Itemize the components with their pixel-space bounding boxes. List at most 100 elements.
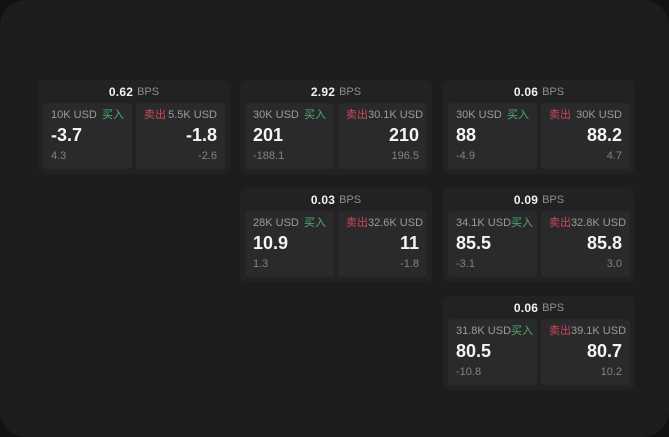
- buy-panel[interactable]: 30K USD 买入 201 -188.1: [245, 103, 334, 169]
- quote-card-4: 0.03 BPS 28K USD 买入 10.9 1.3 卖出 32.6K US…: [240, 188, 432, 282]
- buy-price: 80.5: [456, 341, 492, 361]
- sell-panel-top: 卖出 30K USD: [549, 109, 622, 122]
- quote-card-1: 0.62 BPS 10K USD 买入 -3.7 4.3 卖出 5.5K USD: [38, 80, 230, 174]
- sell-delta: 196.5: [391, 150, 419, 162]
- quote-card-2: 2.92 BPS 30K USD 买入 201 -188.1 卖出 30.1K …: [240, 80, 432, 174]
- sell-delta: -1.8: [400, 258, 419, 270]
- bps-unit-label: BPS: [542, 193, 565, 206]
- buy-delta: -10.8: [456, 366, 482, 378]
- buy-panel[interactable]: 28K USD 买入 10.9 1.3: [245, 211, 334, 277]
- buy-panel[interactable]: 30K USD 买入 88 -4.9: [448, 103, 537, 169]
- sell-side-label: 卖出: [346, 217, 368, 229]
- card-body: 30K USD 买入 201 -188.1 卖出 30.1K USD 210 1…: [240, 103, 432, 174]
- buy-amount: 10K USD: [51, 109, 97, 121]
- card-body: 30K USD 买入 88 -4.9 卖出 30K USD 88.2 4.7: [443, 103, 635, 174]
- sell-panel[interactable]: 卖出 30.1K USD 210 196.5: [338, 103, 427, 169]
- sell-delta: 3.0: [606, 258, 622, 270]
- bps-value: 0.06: [513, 84, 539, 99]
- sell-price: 11: [399, 233, 419, 253]
- card-header: 0.03 BPS: [240, 188, 432, 211]
- sell-side-label: 卖出: [549, 217, 571, 229]
- buy-panel-top: 31.8K USD 买入: [456, 325, 533, 338]
- buy-amount: 30K USD: [456, 109, 502, 121]
- buy-price: -3.7: [51, 125, 83, 145]
- card-header: 2.92 BPS: [240, 80, 432, 103]
- buy-panel-top: 28K USD 买入: [253, 217, 326, 230]
- sell-amount: 32.6K USD: [368, 217, 424, 229]
- sell-amount: 5.5K USD: [168, 109, 217, 121]
- card-header: 0.09 BPS: [443, 188, 635, 211]
- buy-panel-top: 34.1K USD 买入: [456, 217, 533, 230]
- bps-unit-label: BPS: [137, 85, 160, 98]
- sell-panel-top: 卖出 30.1K USD: [346, 109, 423, 122]
- sell-price: 80.7: [586, 341, 622, 361]
- bps-unit-label: BPS: [542, 85, 565, 98]
- card-header: 0.62 BPS: [38, 80, 230, 103]
- buy-amount: 31.8K USD: [456, 325, 512, 337]
- bps-value: 0.06: [513, 300, 539, 315]
- buy-panel-top: 30K USD 买入: [253, 109, 326, 122]
- bps-value: 0.09: [513, 192, 539, 207]
- buy-price: 201: [253, 125, 284, 145]
- sell-amount: 32.8K USD: [571, 217, 627, 229]
- buy-panel-top: 30K USD 买入: [456, 109, 529, 122]
- sell-price: 210: [388, 125, 419, 145]
- buy-amount: 34.1K USD: [456, 217, 512, 229]
- buy-price: 85.5: [456, 233, 492, 253]
- sell-panel-top: 卖出 5.5K USD: [144, 109, 217, 122]
- bps-unit-label: BPS: [339, 193, 362, 206]
- buy-side-label: 买入: [507, 109, 529, 121]
- sell-side-label: 卖出: [144, 109, 166, 121]
- buy-delta: 1.3: [253, 258, 269, 270]
- sell-side-label: 卖出: [549, 109, 571, 121]
- buy-side-label: 买入: [511, 325, 534, 337]
- buy-panel[interactable]: 31.8K USD 买入 80.5 -10.8: [448, 319, 537, 385]
- buy-side-label: 买入: [304, 109, 326, 121]
- buy-price: 88: [456, 125, 477, 145]
- bps-value: 2.92: [310, 84, 336, 99]
- buy-side-label: 买入: [304, 217, 326, 229]
- buy-side-label: 买入: [102, 109, 124, 121]
- sell-price: -1.8: [185, 125, 217, 145]
- buy-delta: -188.1: [253, 150, 285, 162]
- sell-price: 85.8: [586, 233, 622, 253]
- buy-price: 10.9: [253, 233, 289, 253]
- sell-panel-top: 卖出 32.6K USD: [346, 217, 423, 230]
- sell-panel[interactable]: 卖出 32.6K USD 11 -1.8: [338, 211, 427, 277]
- sell-panel[interactable]: 卖出 5.5K USD -1.8 -2.6: [136, 103, 225, 169]
- sell-panel[interactable]: 卖出 39.1K USD 80.7 10.2: [541, 319, 630, 385]
- sell-panel-top: 卖出 39.1K USD: [549, 325, 626, 338]
- quote-card-6: 0.06 BPS 31.8K USD 买入 80.5 -10.8 卖出 39.1…: [443, 296, 635, 390]
- sell-amount: 30K USD: [576, 109, 622, 121]
- buy-delta: -3.1: [456, 258, 475, 270]
- sell-side-label: 卖出: [549, 325, 571, 337]
- buy-panel[interactable]: 34.1K USD 买入 85.5 -3.1: [448, 211, 537, 277]
- bps-unit-label: BPS: [542, 301, 565, 314]
- card-header: 0.06 BPS: [443, 296, 635, 319]
- sell-panel[interactable]: 卖出 30K USD 88.2 4.7: [541, 103, 630, 169]
- buy-delta: 4.3: [51, 150, 67, 162]
- buy-delta: -4.9: [456, 150, 475, 162]
- buy-panel-top: 10K USD 买入: [51, 109, 124, 122]
- bps-value: 0.03: [310, 192, 336, 207]
- buy-amount: 28K USD: [253, 217, 299, 229]
- card-body: 34.1K USD 买入 85.5 -3.1 卖出 32.8K USD 85.8…: [443, 211, 635, 282]
- sell-panel-top: 卖出 32.8K USD: [549, 217, 626, 230]
- sell-panel[interactable]: 卖出 32.8K USD 85.8 3.0: [541, 211, 630, 277]
- card-body: 10K USD 买入 -3.7 4.3 卖出 5.5K USD -1.8 -2.…: [38, 103, 230, 174]
- sell-delta: 4.7: [606, 150, 622, 162]
- sell-delta: -2.6: [198, 150, 217, 162]
- buy-panel[interactable]: 10K USD 买入 -3.7 4.3: [43, 103, 132, 169]
- buy-side-label: 买入: [511, 217, 534, 229]
- quote-card-5: 0.09 BPS 34.1K USD 买入 85.5 -3.1 卖出 32.8K…: [443, 188, 635, 282]
- card-body: 28K USD 买入 10.9 1.3 卖出 32.6K USD 11 -1.8: [240, 211, 432, 282]
- quote-card-3: 0.06 BPS 30K USD 买入 88 -4.9 卖出 30K USD: [443, 80, 635, 174]
- sell-delta: 10.2: [600, 366, 622, 378]
- card-body: 31.8K USD 买入 80.5 -10.8 卖出 39.1K USD 80.…: [443, 319, 635, 390]
- sell-price: 88.2: [586, 125, 622, 145]
- sell-amount: 30.1K USD: [368, 109, 424, 121]
- bps-value: 0.62: [108, 84, 134, 99]
- card-header: 0.06 BPS: [443, 80, 635, 103]
- bps-unit-label: BPS: [339, 85, 362, 98]
